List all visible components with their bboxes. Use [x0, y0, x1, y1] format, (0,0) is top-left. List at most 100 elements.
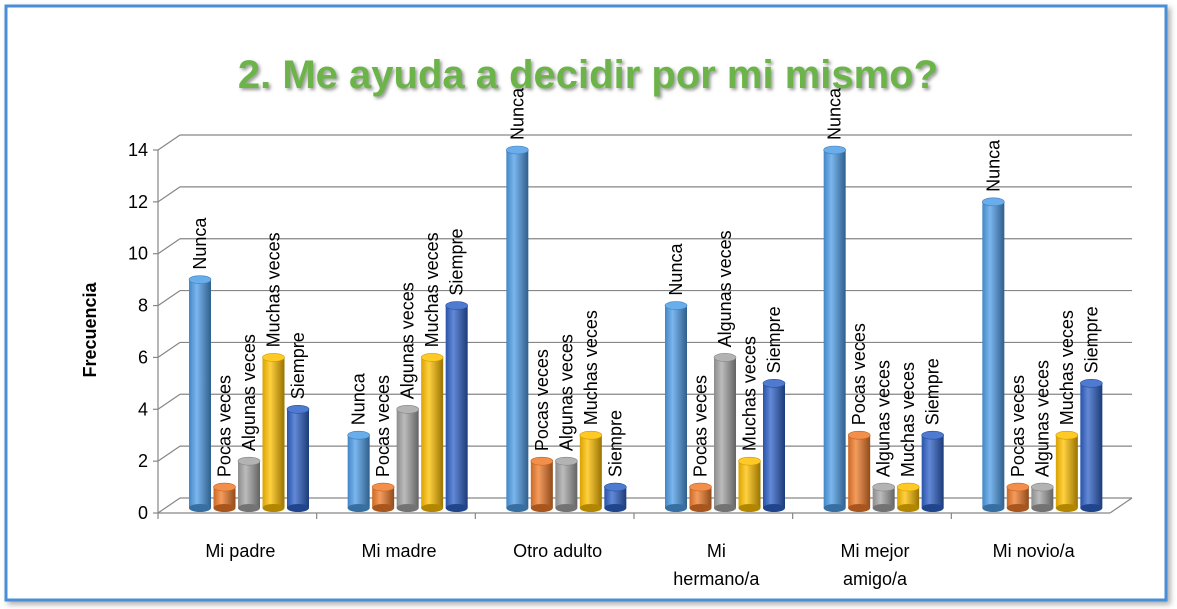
grid-line: [157, 186, 181, 203]
data-label: Muchas veces: [740, 336, 760, 451]
data-label: Nunca: [666, 243, 686, 296]
bar-top: [555, 456, 578, 466]
bar-top: [872, 482, 895, 492]
floor-edge: [1109, 497, 1133, 514]
data-label: Siempre: [288, 332, 308, 399]
bar: [237, 456, 261, 512]
bar: [420, 353, 444, 512]
bar-body: [396, 409, 419, 508]
y-tick-label: 0: [138, 503, 148, 523]
x-tick-label: Mi novio/a: [993, 541, 1076, 561]
bar-base: [1031, 504, 1054, 512]
data-label: Nunca: [190, 217, 210, 270]
bar-body: [506, 150, 529, 508]
bar-top: [713, 353, 737, 362]
data-label: Siempre: [447, 229, 467, 296]
bar: [396, 404, 419, 512]
bar: [847, 430, 871, 512]
data-label: Nunca: [349, 372, 369, 425]
y-tick-label: 14: [128, 140, 148, 160]
bar-top: [506, 145, 529, 155]
bar: [506, 145, 529, 512]
y-axis-label: Frecuencia: [80, 281, 100, 377]
data-label: Siempre: [1081, 306, 1101, 373]
bar-base: [763, 504, 785, 512]
bar-body: [287, 409, 309, 508]
bar: [604, 482, 627, 512]
bar-top: [286, 404, 310, 414]
bar-body: [738, 461, 761, 508]
bar: [896, 482, 920, 512]
bar-body: [579, 435, 602, 508]
bar-base: [530, 504, 553, 512]
data-label: Muchas veces: [1057, 310, 1077, 425]
bar-body: [189, 279, 211, 508]
bar-base: [689, 504, 712, 512]
bar-top: [738, 456, 761, 466]
grid-line: [157, 134, 181, 151]
y-tick-label: 6: [138, 347, 148, 367]
x-tick-label: Mi padre: [205, 541, 275, 561]
bar-top: [604, 482, 627, 492]
bar-top: [213, 482, 236, 492]
bar-body: [445, 305, 468, 508]
bar-body: [262, 357, 285, 508]
data-label: Muchas veces: [422, 232, 442, 347]
bar: [1055, 430, 1079, 512]
bar: [689, 482, 712, 512]
bar-body: [982, 201, 1005, 508]
bar-base: [1080, 504, 1103, 512]
bar: [664, 301, 688, 512]
bar-base: [1006, 504, 1029, 512]
data-label: Algunas veces: [1032, 360, 1052, 477]
x-tick-label: Mi hermano/a: [673, 541, 760, 589]
bar-base: [506, 504, 529, 512]
bar: [1080, 379, 1103, 512]
bar-body: [872, 487, 895, 508]
grid-line: [157, 445, 181, 462]
data-label: Siempre: [923, 358, 943, 425]
y-tick-label: 10: [128, 244, 148, 264]
data-label: Muchas veces: [898, 362, 918, 477]
grid-line: [157, 341, 181, 358]
bar-top: [579, 430, 603, 440]
bar-body: [848, 435, 871, 508]
bar-top: [982, 197, 1005, 207]
data-label: Pocas veces: [849, 323, 869, 425]
bar-base: [238, 504, 260, 512]
bar: [286, 404, 310, 512]
bar-body: [689, 487, 712, 508]
data-label: Nunca: [983, 139, 1003, 192]
data-label: Muchas veces: [264, 232, 284, 347]
bar-body: [714, 357, 736, 508]
bar-base: [665, 504, 687, 512]
bar-body: [421, 357, 444, 508]
bar-base: [579, 504, 602, 512]
bar-body: [1080, 383, 1103, 508]
bar-body: [213, 487, 236, 508]
data-label: Algunas veces: [239, 334, 259, 451]
bar-top: [371, 482, 395, 492]
data-label: Algunas veces: [715, 230, 735, 347]
bar-base: [1055, 504, 1078, 512]
bar-body: [238, 461, 260, 508]
bar-body: [1055, 435, 1078, 508]
data-label: Pocas veces: [1008, 375, 1028, 477]
bar-body: [921, 435, 944, 508]
bar-base: [372, 504, 395, 512]
bar-body: [604, 487, 627, 508]
bar: [530, 456, 554, 512]
bar-top: [420, 353, 444, 362]
y-tick-label: 8: [138, 296, 148, 316]
bar: [921, 430, 944, 512]
grid-line: [157, 290, 181, 307]
data-label: Algunas veces: [398, 282, 418, 399]
bar-base: [921, 504, 944, 512]
bar-base: [848, 504, 871, 512]
bar-base: [872, 504, 895, 512]
data-label: Pocas veces: [373, 375, 393, 477]
bar-top: [530, 456, 554, 466]
bar: [347, 430, 370, 512]
bar-base: [604, 504, 627, 512]
